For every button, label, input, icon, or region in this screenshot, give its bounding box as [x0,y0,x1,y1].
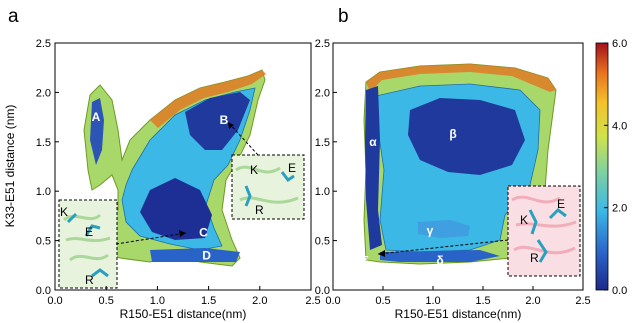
panel-b: b α β γ δ ε K E R 0.0 0.5 1.0 1.5 2 [315,6,591,321]
basin-label-gamma: γ [427,224,434,238]
panel-a-arrow-to-b [227,121,259,156]
panel-b-xtick-label: 2.0 [525,295,540,307]
colorbar: 6.0 4.0 2.0 0.0 [595,38,627,297]
panel-a-ytick-label: 2.0 [36,87,51,99]
panel-b-ytick-label: 0.5 [315,236,330,248]
basin-region-a [90,98,104,165]
panel-a-xlabel: R150-E51 distance(nm) [120,307,247,321]
panel-a-xtick-label: 1.0 [150,295,165,307]
basin-region-beta [408,98,525,175]
panel-a-xtick-label: 2.0 [252,295,267,307]
colorbar-tick-label: 0.0 [612,285,627,297]
panel-a-ytick-label: 0.5 [36,236,51,248]
colorbar-gradient [595,42,609,291]
inset-right-label-r: R [255,203,264,217]
panel-b-xtick-label: 2.5 [575,295,590,307]
panel-a-arrow-to-c [115,232,187,245]
panel-a-ytick-label: 2.5 [36,38,51,50]
basin-label-epsilon: ε [363,251,369,265]
panel-b-region-rim [366,64,556,92]
panel-a-ytick-label: 1.0 [36,186,51,198]
panel-a: a A B C D K E R [3,6,321,321]
panel-b-xtick-label: 0.0 [325,295,340,307]
basin-label-c: C [199,226,208,240]
inset-left-label-k: K [60,205,68,219]
panel-b-xtick-label: 1.0 [425,295,440,307]
basin-region-alpha [365,86,382,250]
panel-a-label: a [8,6,19,27]
inset-right-label-k: K [250,163,258,177]
panel-a-frame [54,42,312,291]
panel-b-ytick-label: 0.0 [315,285,330,297]
panel-a-inset-left: K E R [58,199,118,289]
panel-a-ylabel: K33-E51 distance (nm) [3,105,17,228]
colorbar-tick-label: 2.0 [612,203,627,215]
panel-b-ytick-label: 2.5 [315,38,330,50]
panel-a-ytick-label: 0.0 [36,285,51,297]
inset-right-sticks [244,171,295,207]
basin-label-alpha: α [369,135,377,149]
inset-left-label-r: R [85,273,94,287]
inset-left-label-e: E [85,225,93,239]
panel-b-inset-label-e: E [557,197,565,211]
basin-region-d [150,248,240,262]
panel-b-ytick-label: 1.0 [315,186,330,198]
inset-right-label-e: E [288,161,296,175]
panel-a-xtick-label: 1.5 [201,295,216,307]
panel-b-xtick-label: 0.5 [375,295,390,307]
panel-b-inset: K E R [507,185,581,277]
basin-label-a: A [92,110,101,124]
panel-b-ticks: 0.0 0.5 1.0 1.5 2.0 2.5 0.0 0.5 1.0 1.5 2.0 2.5 [315,38,591,307]
panel-a-ytick-label: 1.5 [36,137,51,149]
panel-a-xtick-label: 0.5 [99,295,114,307]
basin-region-c [140,178,212,240]
inset-left-sticks [66,212,109,278]
panel-b-inset-sticks [528,208,567,263]
panel-b-inset-label-k: K [520,213,528,227]
panel-b-frame [332,42,584,291]
panel-a-region-rim [150,70,266,128]
panel-a-xtick-label: 0.0 [47,295,62,307]
colorbar-ticks: 6.0 4.0 2.0 0.0 [604,38,627,297]
basin-region-b [185,92,250,150]
basin-label-d: D [202,248,211,262]
panel-b-arrow-to-epsilon [377,239,509,255]
panel-a-inset-right: K E R [231,154,305,220]
basin-region-gamma [418,220,470,238]
panel-b-ytick-label: 1.5 [315,137,330,149]
colorbar-tick-label: 4.0 [612,120,627,132]
basin-label-beta: β [449,127,456,141]
panel-b-xlabel: R150-E51 distance(nm) [395,307,522,321]
basin-label-b: B [220,113,229,127]
panel-b-xtick-label: 1.5 [475,295,490,307]
panel-b-inset-label-r: R [530,251,539,265]
panel-b-label: b [338,6,349,27]
colorbar-tick-label: 6.0 [612,38,627,50]
panel-b-ytick-label: 2.0 [315,87,330,99]
panel-a-ticks: 0.0 0.5 1.0 1.5 2.0 2.5 0.0 0.5 1.0 1.5 2.0 2.5 [36,38,321,307]
basin-label-delta: δ [436,253,443,267]
panel-a-xtick-label: 2.5 [305,295,320,307]
basin-region-delta [380,250,500,262]
